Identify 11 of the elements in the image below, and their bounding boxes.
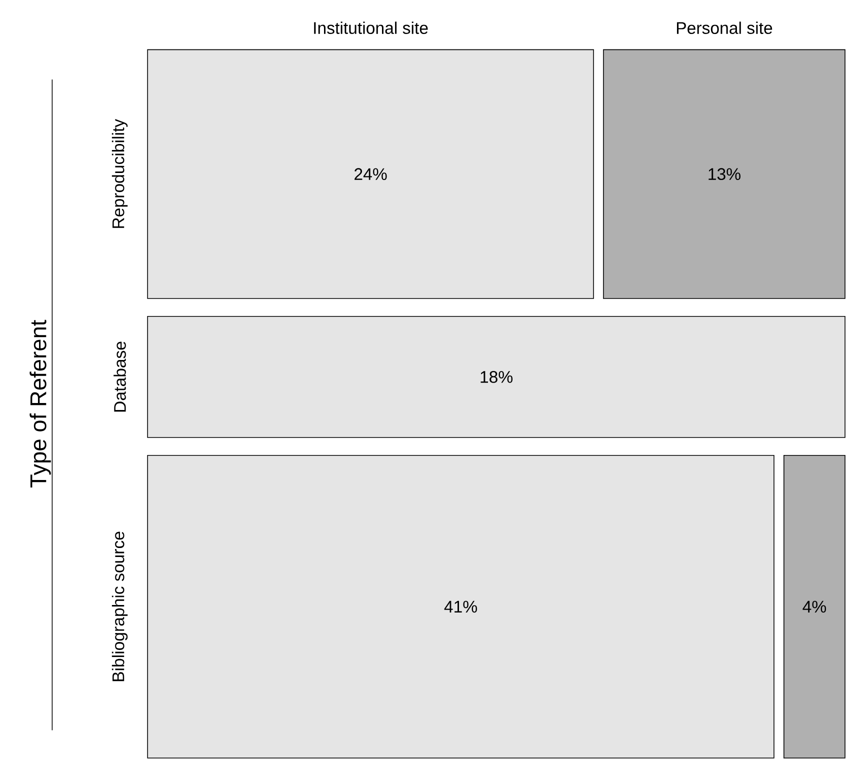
category-label: Database: [114, 342, 126, 412]
series-label: Personal site: [676, 22, 772, 34]
category-label: Reproducibility: [112, 118, 128, 228]
data-label: 24%: [354, 168, 387, 180]
series-label: Institutional site: [314, 22, 428, 34]
data-label: 41%: [444, 600, 477, 613]
data-label: 4%: [802, 600, 826, 613]
category-label: Bibliographic source: [112, 532, 128, 682]
data-label: 18%: [480, 370, 513, 383]
text: Type of Referent: [30, 320, 51, 488]
data-label: 13%: [708, 168, 740, 180]
